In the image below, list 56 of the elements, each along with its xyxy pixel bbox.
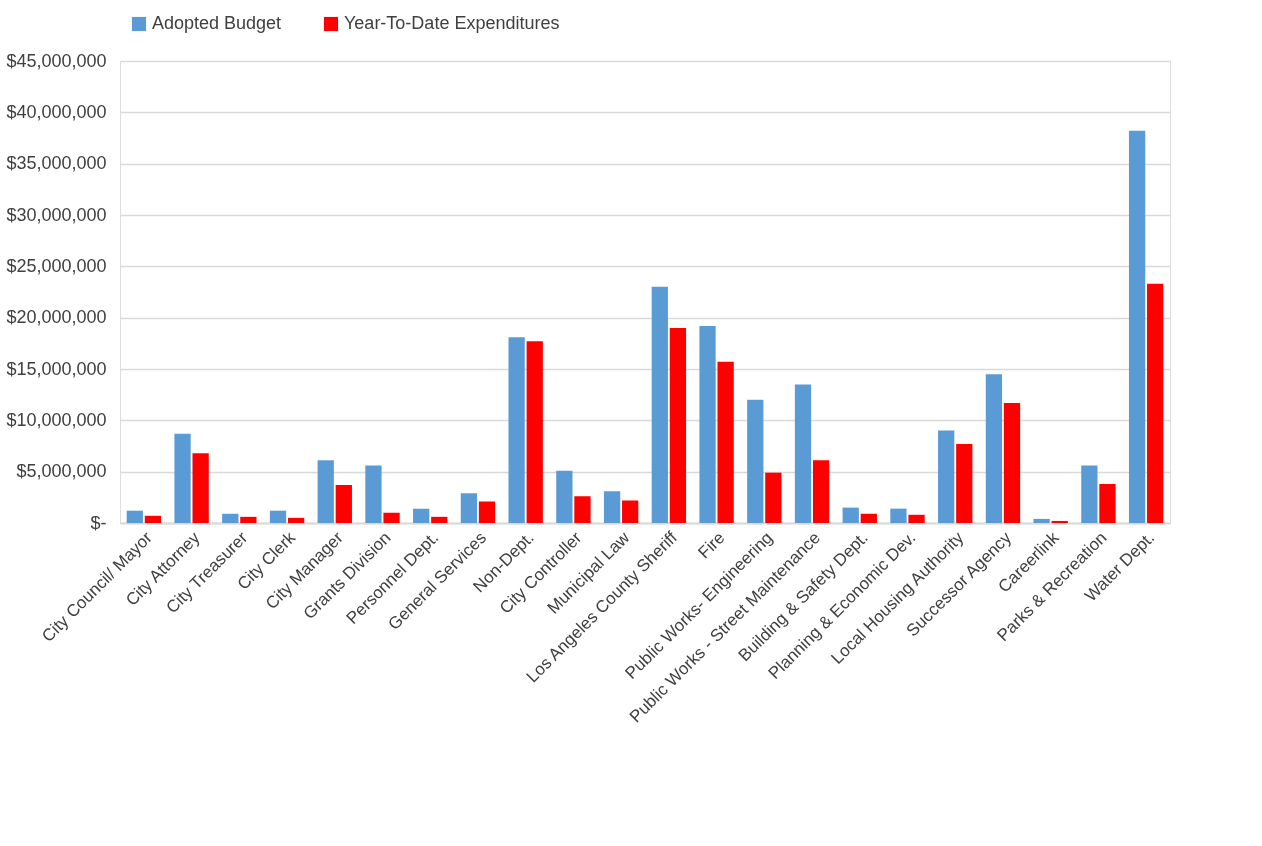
bar	[622, 500, 639, 523]
bar	[365, 465, 382, 523]
bar	[317, 460, 334, 523]
bar	[556, 470, 573, 523]
bar	[126, 510, 143, 523]
bar	[174, 433, 191, 523]
legend-label: Adopted Budget	[152, 13, 282, 33]
bar	[956, 443, 973, 523]
bar	[985, 374, 1003, 523]
bar	[335, 485, 352, 523]
y-tick-label: $-	[90, 512, 107, 533]
bar	[431, 516, 448, 523]
bar	[1033, 518, 1050, 523]
bar	[478, 501, 496, 523]
bar	[240, 516, 257, 523]
y-tick-label: $20,000,000	[6, 307, 107, 328]
bar	[1128, 130, 1146, 523]
bar	[669, 327, 687, 523]
bar	[1051, 520, 1068, 523]
bar	[383, 512, 400, 523]
bar	[1099, 483, 1116, 523]
bar	[574, 496, 591, 523]
legend-label: Year-To-Date Expenditures	[344, 13, 560, 33]
bar	[1147, 283, 1164, 523]
bar	[526, 341, 543, 523]
bar	[765, 472, 782, 523]
bar	[908, 514, 925, 523]
bar	[890, 508, 907, 523]
bar	[287, 517, 305, 523]
bar	[460, 493, 478, 523]
bar	[508, 337, 525, 523]
y-tick-label: $45,000,000	[6, 50, 107, 71]
bar	[269, 510, 287, 523]
bar	[222, 513, 239, 523]
bar	[1003, 402, 1021, 523]
bar	[842, 507, 859, 523]
y-tick-label: $15,000,000	[6, 358, 107, 379]
bar	[413, 508, 430, 523]
y-tick-label: $40,000,000	[6, 101, 107, 122]
bar	[603, 491, 621, 523]
bar	[812, 460, 830, 523]
bar	[699, 325, 716, 523]
y-tick-label: $25,000,000	[6, 255, 107, 276]
bar	[860, 513, 877, 523]
y-tick-label: $35,000,000	[6, 153, 107, 174]
bar	[747, 399, 764, 523]
bar	[938, 430, 955, 523]
y-tick-label: $10,000,000	[6, 409, 107, 430]
bar	[1081, 465, 1098, 523]
bar	[144, 515, 162, 523]
bar	[794, 384, 812, 523]
bar	[192, 453, 209, 523]
bar	[717, 361, 734, 523]
y-tick-label: $5,000,000	[16, 461, 107, 482]
bar	[651, 286, 668, 523]
y-tick-label: $30,000,000	[6, 204, 107, 225]
